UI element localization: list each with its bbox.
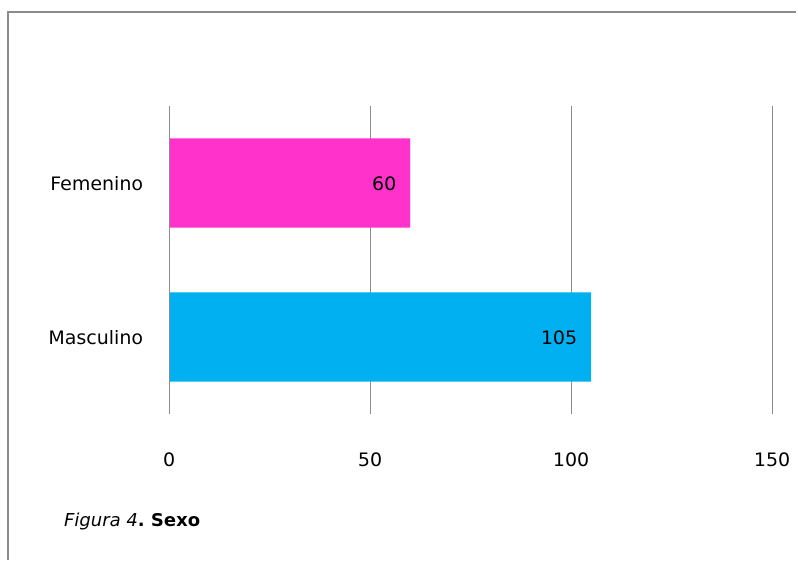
bar-masculino: [169, 292, 592, 382]
labels: 0 50 100 150 Femenino 60 Masculino 105: [48, 173, 790, 471]
category-label-masculino: Masculino: [48, 327, 143, 349]
x-tick-label-50: 50: [358, 449, 382, 471]
caption-separator: .: [137, 510, 151, 531]
x-tick-label-0: 0: [163, 449, 175, 471]
data-label-femenino: 60: [372, 173, 396, 195]
figure-caption: Figura 4. Sexo: [64, 510, 200, 531]
chart-frame: [7, 11, 796, 560]
x-tick-label-150: 150: [754, 449, 790, 471]
bars: [169, 138, 592, 382]
category-label-femenino: Femenino: [50, 173, 143, 195]
caption-figure-number: Figura 4: [64, 510, 138, 531]
x-tick-label-100: 100: [553, 449, 589, 471]
bar-femenino: [169, 138, 411, 228]
caption-title: Sexo: [150, 510, 201, 531]
data-label-masculino: 105: [541, 327, 577, 349]
